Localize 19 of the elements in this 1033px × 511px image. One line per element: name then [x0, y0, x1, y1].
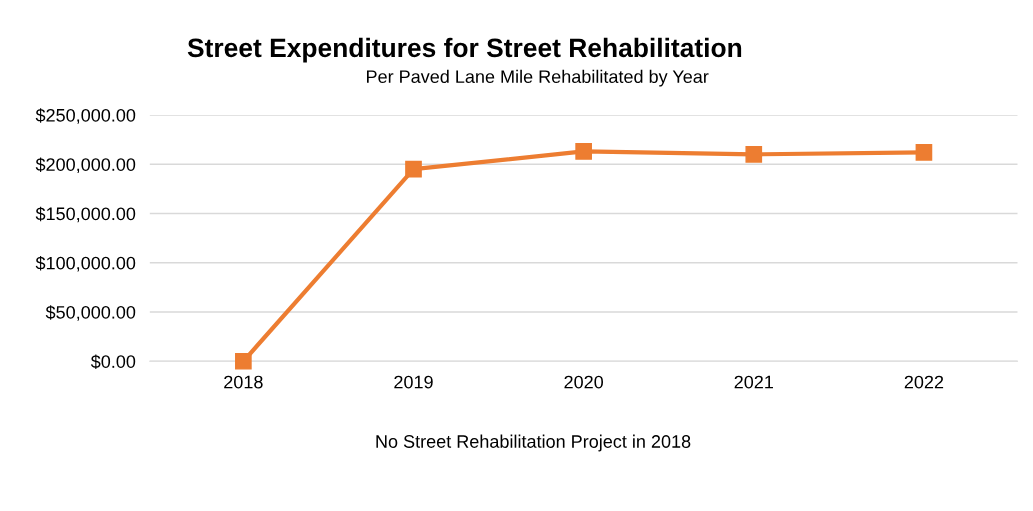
x-tick-label: 2018	[224, 375, 263, 389]
point	[235, 352, 252, 370]
x-tick-label: 2020	[564, 375, 604, 389]
chart-subtitle: Per Paved Lane Mile Rehabilitated by Year	[367, 69, 709, 87]
point	[745, 146, 763, 163]
y-tick-label: $0.00	[90, 354, 136, 370]
y-tick-label: $150,000.00	[35, 206, 136, 223]
y-tick-label: $50,000.00	[45, 305, 136, 321]
y-tick-label: $200,000.00	[35, 157, 136, 174]
chart-title: Street Expenditures for Street Rehabilitation	[187, 37, 742, 63]
point	[575, 143, 592, 160]
y-tick-label: $250,000.00	[35, 108, 136, 124]
point	[405, 160, 422, 178]
x-tick-label: 2022	[904, 375, 944, 389]
x-tick-label: 2019	[394, 375, 433, 389]
point	[915, 144, 933, 161]
y-tick-label: $100,000.00	[35, 255, 136, 272]
text: No Street Rehabilitation Project in 2018	[376, 434, 691, 452]
x-tick-label: 2021	[734, 375, 773, 389]
